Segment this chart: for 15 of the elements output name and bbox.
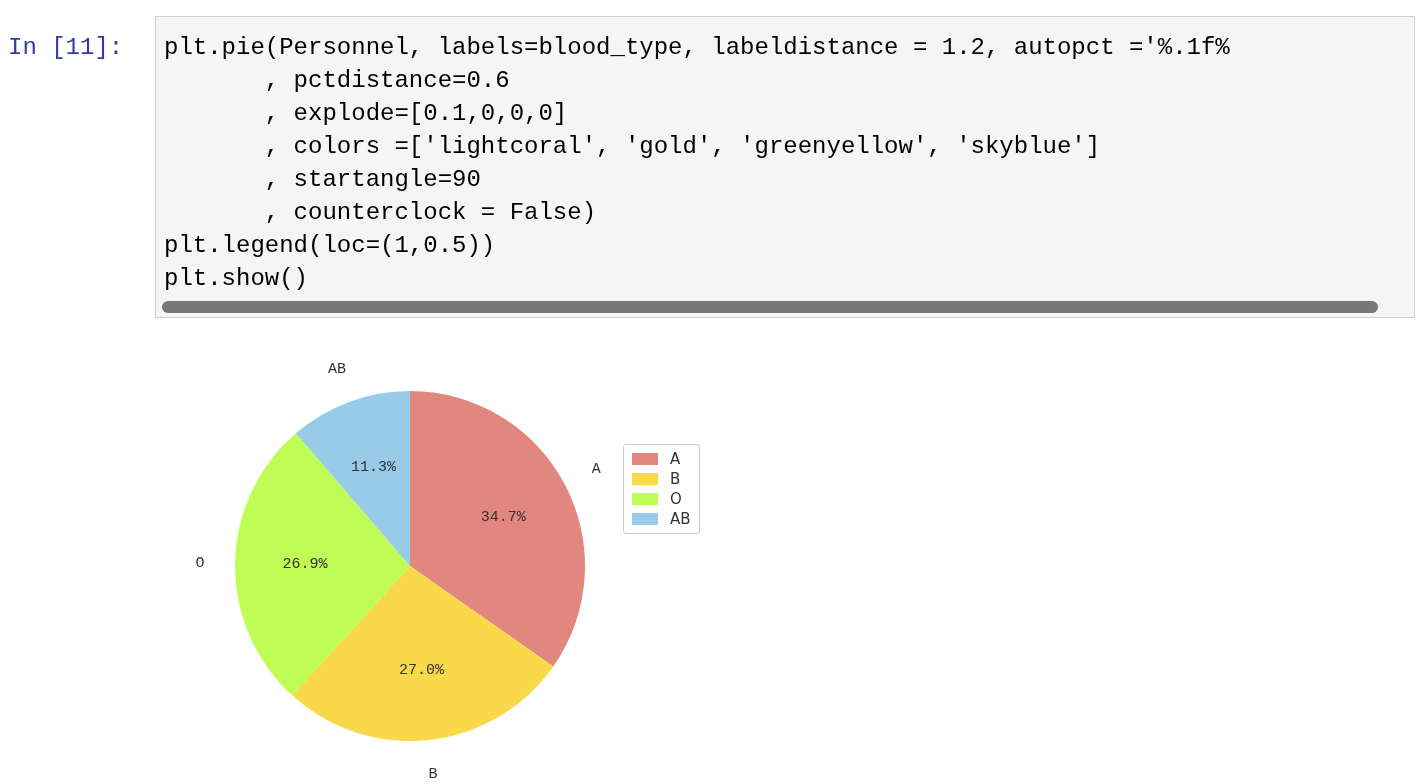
data-label: 27.0% — [399, 661, 446, 679]
pie-slice — [292, 566, 554, 741]
code-cell: plt.pie(Personnel, labels=blood_type, labeldistance = 1.2, autopct ='%.1f% , pctdistance=0.6 , explode=[0.1,0,0,0] , colors =['lightcoral', 'gold', 'greenyellow', 'skyblue'] , startangle=90 , counterclock = False) plt.legend(loc=(1,0.5)) plt.show() — [155, 16, 1415, 318]
slice-label: B — [428, 766, 438, 784]
data-label: 34.7% — [480, 509, 527, 527]
slice-label: A — [591, 460, 601, 478]
legend-label: A — [670, 450, 681, 468]
legend-label: O — [670, 490, 682, 508]
text: In [11]: — [8, 34, 124, 61]
slice-label: AB — [327, 360, 346, 378]
data-label: 26.9% — [282, 556, 329, 574]
legend-label: AB — [670, 510, 691, 528]
slice-label: O — [195, 554, 205, 572]
legend-label: B — [670, 470, 681, 488]
data-label: 11.3% — [350, 459, 397, 477]
